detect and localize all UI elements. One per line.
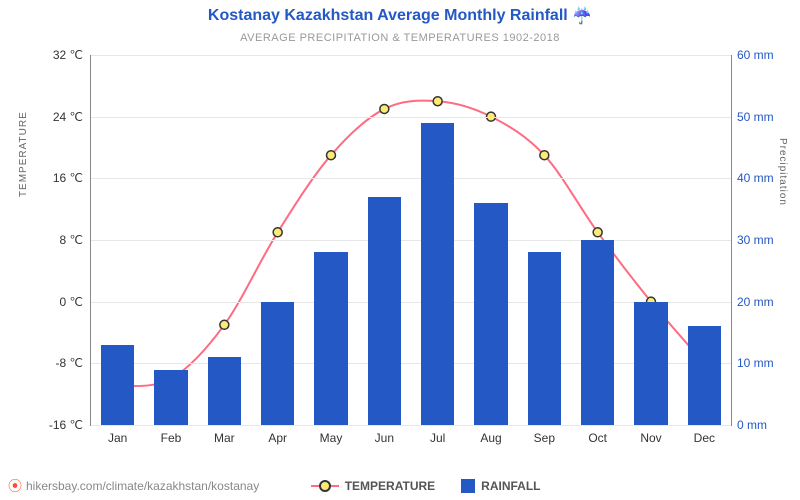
rain-bar	[101, 345, 134, 425]
chart-subtitle: AVERAGE PRECIPITATION & TEMPERATURES 190…	[0, 32, 800, 44]
gridline	[91, 240, 731, 241]
xtick: Sep	[534, 431, 555, 445]
xtick: Dec	[694, 431, 715, 445]
chart-title: Kostanay Kazakhstan Average Monthly Rain…	[0, 6, 800, 26]
rain-bar	[474, 203, 507, 425]
xtick: Jan	[108, 431, 127, 445]
rain-bar	[368, 197, 401, 425]
ytick-left: 0 ℃	[33, 295, 83, 309]
legend-rain-label: RAINFALL	[481, 479, 540, 493]
rain-bar	[634, 302, 667, 425]
rain-bar	[154, 370, 187, 426]
ytick-left: 32 ℃	[33, 48, 83, 62]
xtick: Jul	[430, 431, 445, 445]
xtick: Feb	[161, 431, 182, 445]
rain-bar	[314, 252, 347, 425]
ytick-right: 30 mm	[737, 233, 781, 247]
rain-bar	[528, 252, 561, 425]
plot-area: -16 ℃-8 ℃0 ℃8 ℃16 ℃24 ℃32 ℃0 mm10 mm20 m…	[90, 55, 732, 426]
ytick-left: 24 ℃	[33, 110, 83, 124]
ytick-right: 0 mm	[737, 418, 781, 432]
legend: TEMPERATURE RAINFALL	[311, 479, 541, 493]
ytick-left: -8 ℃	[33, 356, 83, 370]
xtick: Nov	[640, 431, 661, 445]
legend-rainfall: RAINFALL	[461, 479, 540, 493]
legend-rain-swatch	[461, 479, 475, 493]
xtick: Oct	[588, 431, 607, 445]
gridline	[91, 178, 731, 179]
rain-bar	[421, 123, 454, 425]
rain-bar	[688, 326, 721, 425]
rain-bar	[208, 357, 241, 425]
rain-icon: ☔	[572, 8, 592, 25]
gridline	[91, 425, 731, 426]
ytick-right: 20 mm	[737, 295, 781, 309]
gridline	[91, 55, 731, 56]
xtick: Jun	[375, 431, 394, 445]
legend-temp-swatch	[311, 485, 339, 487]
source-url-text: hikersbay.com/climate/kazakhstan/kostana…	[26, 479, 259, 493]
xtick: Apr	[268, 431, 287, 445]
rain-bar	[261, 302, 294, 425]
ytick-right: 50 mm	[737, 110, 781, 124]
xtick: Mar	[214, 431, 235, 445]
pin-icon: ⦿	[8, 476, 22, 496]
ytick-right: 40 mm	[737, 171, 781, 185]
title-text: Kostanay Kazakhstan Average Monthly Rain…	[208, 7, 568, 24]
rain-bar	[581, 240, 614, 425]
ytick-right: 10 mm	[737, 356, 781, 370]
xtick: May	[320, 431, 343, 445]
ytick-left: 16 ℃	[33, 171, 83, 185]
source-link[interactable]: ⦿ hikersbay.com/climate/kazakhstan/kosta…	[8, 476, 259, 496]
ytick-right: 60 mm	[737, 48, 781, 62]
ytick-left: 8 ℃	[33, 233, 83, 247]
gridline	[91, 117, 731, 118]
legend-temp-label: TEMPERATURE	[345, 479, 435, 493]
footer: ⦿ hikersbay.com/climate/kazakhstan/kosta…	[0, 476, 800, 496]
ytick-left: -16 ℃	[33, 418, 83, 432]
legend-temperature: TEMPERATURE	[311, 479, 435, 493]
y-axis-left-label: TEMPERATURE	[18, 111, 29, 197]
xtick: Aug	[480, 431, 501, 445]
